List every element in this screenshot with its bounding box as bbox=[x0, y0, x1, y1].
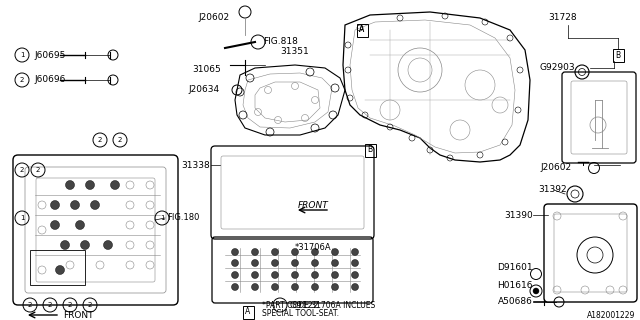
Circle shape bbox=[351, 260, 358, 267]
Circle shape bbox=[252, 249, 259, 255]
Text: J20602: J20602 bbox=[198, 13, 229, 22]
Text: 31338: 31338 bbox=[181, 161, 210, 170]
Circle shape bbox=[252, 284, 259, 291]
Text: A: A bbox=[360, 26, 365, 35]
Circle shape bbox=[252, 260, 259, 267]
Circle shape bbox=[533, 288, 539, 294]
Circle shape bbox=[291, 284, 298, 291]
Text: B: B bbox=[367, 146, 372, 155]
Circle shape bbox=[51, 220, 60, 229]
Circle shape bbox=[332, 260, 339, 267]
Circle shape bbox=[70, 201, 79, 210]
Text: FIG.818: FIG.818 bbox=[263, 37, 298, 46]
Bar bbox=[30, 250, 85, 285]
Circle shape bbox=[291, 271, 298, 278]
Text: 2: 2 bbox=[36, 167, 40, 173]
Circle shape bbox=[56, 266, 65, 275]
Circle shape bbox=[232, 284, 239, 291]
Text: SPECIAL TOOL-SEAT.: SPECIAL TOOL-SEAT. bbox=[262, 309, 339, 318]
Circle shape bbox=[252, 271, 259, 278]
Circle shape bbox=[351, 271, 358, 278]
Text: FRONT: FRONT bbox=[63, 310, 93, 319]
Text: 2: 2 bbox=[20, 167, 24, 173]
Text: H01616: H01616 bbox=[497, 281, 533, 290]
Text: A182001229: A182001229 bbox=[587, 311, 635, 320]
Text: FIG.180: FIG.180 bbox=[167, 213, 200, 222]
Text: 2: 2 bbox=[118, 137, 122, 143]
Text: 1: 1 bbox=[20, 215, 24, 221]
Circle shape bbox=[332, 271, 339, 278]
Text: B: B bbox=[616, 51, 621, 60]
Circle shape bbox=[271, 249, 278, 255]
Text: J20634: J20634 bbox=[188, 85, 219, 94]
Text: 31392: 31392 bbox=[538, 186, 566, 195]
Text: 31065: 31065 bbox=[192, 66, 221, 75]
Text: J60695: J60695 bbox=[34, 51, 65, 60]
Text: G92903: G92903 bbox=[540, 63, 575, 73]
Circle shape bbox=[312, 260, 319, 267]
Text: *PART CODE 31706A INCLUES: *PART CODE 31706A INCLUES bbox=[262, 301, 375, 310]
Text: 2: 2 bbox=[68, 302, 72, 308]
Text: *31706A: *31706A bbox=[295, 244, 332, 252]
Circle shape bbox=[332, 249, 339, 255]
Circle shape bbox=[232, 271, 239, 278]
Circle shape bbox=[232, 249, 239, 255]
Text: FRONT: FRONT bbox=[298, 201, 329, 210]
Text: 1: 1 bbox=[160, 215, 164, 221]
Text: 2: 2 bbox=[88, 302, 92, 308]
Text: A50686: A50686 bbox=[498, 298, 533, 307]
Circle shape bbox=[104, 241, 113, 250]
Text: 31728: 31728 bbox=[548, 13, 577, 22]
Text: 31390: 31390 bbox=[504, 211, 533, 220]
Text: 31351: 31351 bbox=[280, 47, 308, 57]
Text: J60696: J60696 bbox=[34, 76, 65, 84]
Text: 2: 2 bbox=[98, 137, 102, 143]
Text: J20602: J20602 bbox=[540, 164, 571, 172]
Circle shape bbox=[291, 260, 298, 267]
Bar bbox=[243, 306, 253, 318]
Text: A: A bbox=[360, 26, 365, 35]
Circle shape bbox=[61, 241, 70, 250]
Bar bbox=[356, 23, 367, 36]
Circle shape bbox=[271, 284, 278, 291]
Circle shape bbox=[90, 201, 99, 210]
Circle shape bbox=[332, 284, 339, 291]
Circle shape bbox=[271, 271, 278, 278]
Circle shape bbox=[232, 260, 239, 267]
Text: 1: 1 bbox=[20, 52, 24, 58]
Circle shape bbox=[65, 180, 74, 189]
Circle shape bbox=[312, 249, 319, 255]
Circle shape bbox=[111, 180, 120, 189]
Text: A: A bbox=[245, 308, 251, 316]
Circle shape bbox=[312, 271, 319, 278]
Circle shape bbox=[291, 249, 298, 255]
Text: D91601: D91601 bbox=[497, 263, 533, 273]
Text: G9122: G9122 bbox=[290, 300, 320, 309]
Text: 2: 2 bbox=[20, 77, 24, 83]
Bar bbox=[365, 143, 376, 156]
Circle shape bbox=[86, 180, 95, 189]
Circle shape bbox=[351, 284, 358, 291]
Circle shape bbox=[51, 201, 60, 210]
Circle shape bbox=[81, 241, 90, 250]
Bar bbox=[612, 49, 623, 61]
Circle shape bbox=[351, 249, 358, 255]
Circle shape bbox=[271, 260, 278, 267]
Circle shape bbox=[76, 220, 84, 229]
Text: 2: 2 bbox=[28, 302, 32, 308]
Text: 2: 2 bbox=[48, 302, 52, 308]
Circle shape bbox=[312, 284, 319, 291]
